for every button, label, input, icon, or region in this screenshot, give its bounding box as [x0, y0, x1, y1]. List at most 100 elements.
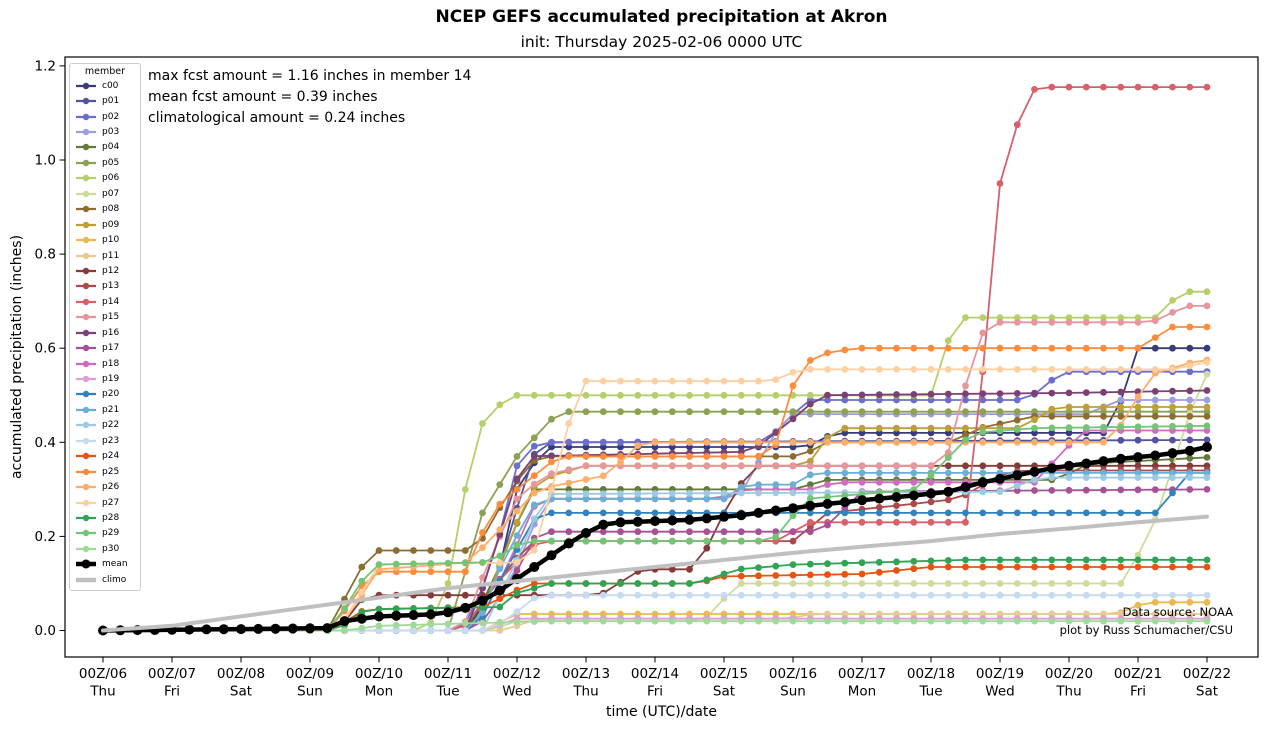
- legend-label-p17: p17: [102, 343, 120, 354]
- legend-item-p20: p20: [74, 387, 136, 402]
- legend-marker-p18: [76, 360, 96, 367]
- legend-marker-p23: [76, 437, 96, 444]
- legend-label-p15: p15: [102, 312, 120, 323]
- x-tick-utc: 00Z/17: [838, 666, 886, 682]
- y-tick-label: 0.4: [35, 435, 56, 451]
- page-title: NCEP GEFS accumulated precipitation at A…: [435, 7, 888, 27]
- forecast-summary-annotations: max fcst amount = 1.16 inches in member …: [148, 66, 471, 129]
- y-tick-label: 1.0: [35, 153, 56, 169]
- x-tick-utc: 00Z/10: [355, 666, 403, 682]
- legend-item-p24: p24: [74, 449, 136, 464]
- legend-marker-p16: [76, 329, 96, 336]
- legend-marker-p01: [76, 97, 96, 105]
- legend-item-p26: p26: [74, 479, 136, 494]
- legend-label-p26: p26: [102, 482, 120, 493]
- legend-label-p21: p21: [102, 404, 120, 415]
- legend-label-p30: p30: [102, 543, 120, 554]
- legend-marker-climo: [76, 577, 96, 582]
- y-tick-label: 0.6: [35, 341, 56, 357]
- x-tick-dow: Thu: [572, 684, 598, 700]
- legend-marker-p17: [76, 344, 96, 352]
- legend-label-climo: climo: [102, 574, 127, 585]
- x-tick-dow: Mon: [848, 684, 876, 700]
- legend-label-p01: p01: [102, 96, 120, 107]
- annotation-climo-amount: climatological amount = 0.24 inches: [148, 110, 406, 126]
- legend-label-p14: p14: [102, 296, 120, 307]
- x-tick-dow: Fri: [164, 684, 180, 700]
- legend-label-p28: p28: [102, 512, 120, 523]
- y-tick-label: 1.2: [35, 58, 56, 74]
- axes-frame: [64, 56, 1259, 658]
- legend-label-p12: p12: [102, 265, 120, 276]
- legend-label-p04: p04: [102, 142, 120, 153]
- legend-marker-p20: [76, 391, 96, 398]
- y-tick-label: 0.2: [35, 529, 56, 545]
- legend-label-p07: p07: [102, 188, 120, 199]
- x-tick-dow: Thu: [1055, 684, 1081, 700]
- x-tick-utc: 00Z/13: [562, 666, 610, 682]
- legend-marker-p08: [76, 206, 96, 213]
- legend-marker-p19: [76, 375, 96, 383]
- legend-item-p27: p27: [74, 495, 136, 510]
- legend-item-p05: p05: [74, 155, 136, 170]
- y-axis-label: accumulated precipitation (inches): [9, 234, 25, 480]
- axis-ticks: 00Z/06 Thu 00Z/07 Fri 00Z/08 Sat 00Z/09 Sun 00Z/…: [35, 58, 1232, 699]
- legend-items: c00 p01 p02 p03 p04 p05 p06 p07 p08 p09 p10 p11 p12 p…: [74, 78, 136, 587]
- legend-item-p16: p16: [74, 325, 136, 340]
- legend-item-p09: p09: [74, 217, 136, 232]
- x-tick-dow: Thu: [89, 684, 115, 700]
- legend-item-p29: p29: [74, 526, 136, 541]
- legend-item-p17: p17: [74, 340, 136, 355]
- legend-marker-p09: [76, 221, 96, 228]
- legend-label-p11: p11: [102, 250, 120, 261]
- legend-marker-mean: [76, 559, 96, 569]
- legend-item-p19: p19: [74, 371, 136, 386]
- x-tick-utc: 00Z/09: [286, 666, 334, 682]
- legend-item-p04: p04: [74, 140, 136, 155]
- legend-label-p08: p08: [102, 204, 120, 215]
- legend-marker-p11: [76, 252, 96, 259]
- legend-marker-p10: [76, 236, 96, 244]
- legend-label-p27: p27: [102, 497, 120, 508]
- x-tick-utc: 00Z/15: [700, 666, 748, 682]
- legend-marker-p27: [76, 499, 96, 506]
- credit-data-source: Data source: NOAA: [1122, 605, 1233, 619]
- legend-item-p02: p02: [74, 109, 136, 124]
- x-tick-utc: 00Z/16: [769, 666, 817, 682]
- x-tick-utc: 00Z/20: [1045, 666, 1093, 682]
- x-tick-dow: Sat: [230, 684, 252, 700]
- x-tick-utc: 00Z/08: [217, 666, 265, 682]
- annotation-max-amount: max fcst amount = 1.16 inches in member …: [148, 68, 472, 84]
- legend-item-p30: p30: [74, 541, 136, 556]
- legend-marker-p14: [76, 298, 96, 306]
- legend-label-p29: p29: [102, 528, 120, 539]
- legend-item-p14: p14: [74, 294, 136, 309]
- legend-marker-p13: [76, 283, 96, 290]
- legend-item-p12: p12: [74, 263, 136, 278]
- legend-label-p23: p23: [102, 435, 120, 446]
- legend-marker-p03: [76, 128, 96, 136]
- legend-label-p02: p02: [102, 111, 120, 122]
- legend-marker-p06: [76, 175, 96, 182]
- legend-item-p11: p11: [74, 248, 136, 263]
- series-group: [98, 83, 1212, 636]
- legend-title: member: [84, 66, 126, 77]
- legend-item-p25: p25: [74, 464, 136, 479]
- annotation-mean-amount: mean fcst amount = 0.39 inches: [148, 89, 378, 105]
- legend-item-p15: p15: [74, 310, 136, 325]
- legend-item-p28: p28: [74, 510, 136, 525]
- x-tick-dow: Sat: [713, 684, 735, 700]
- credit-plot-author: plot by Russ Schumacher/CSU: [1059, 622, 1233, 637]
- legend-item-p07: p07: [74, 186, 136, 201]
- legend-item-p01: p01: [74, 93, 136, 108]
- x-tick-utc: 00Z/11: [424, 666, 472, 682]
- x-tick-dow: Wed: [985, 684, 1014, 700]
- legend-label-p10: p10: [102, 235, 120, 246]
- x-tick-utc: 00Z/19: [976, 666, 1024, 682]
- x-tick-dow: Sat: [1196, 684, 1218, 700]
- legend-item-c00: c00: [74, 78, 136, 93]
- legend: member c00 p01 p02 p03 p04 p05 p06 p07 p08 p09 p10…: [69, 63, 141, 592]
- legend-item-p13: p13: [74, 279, 136, 294]
